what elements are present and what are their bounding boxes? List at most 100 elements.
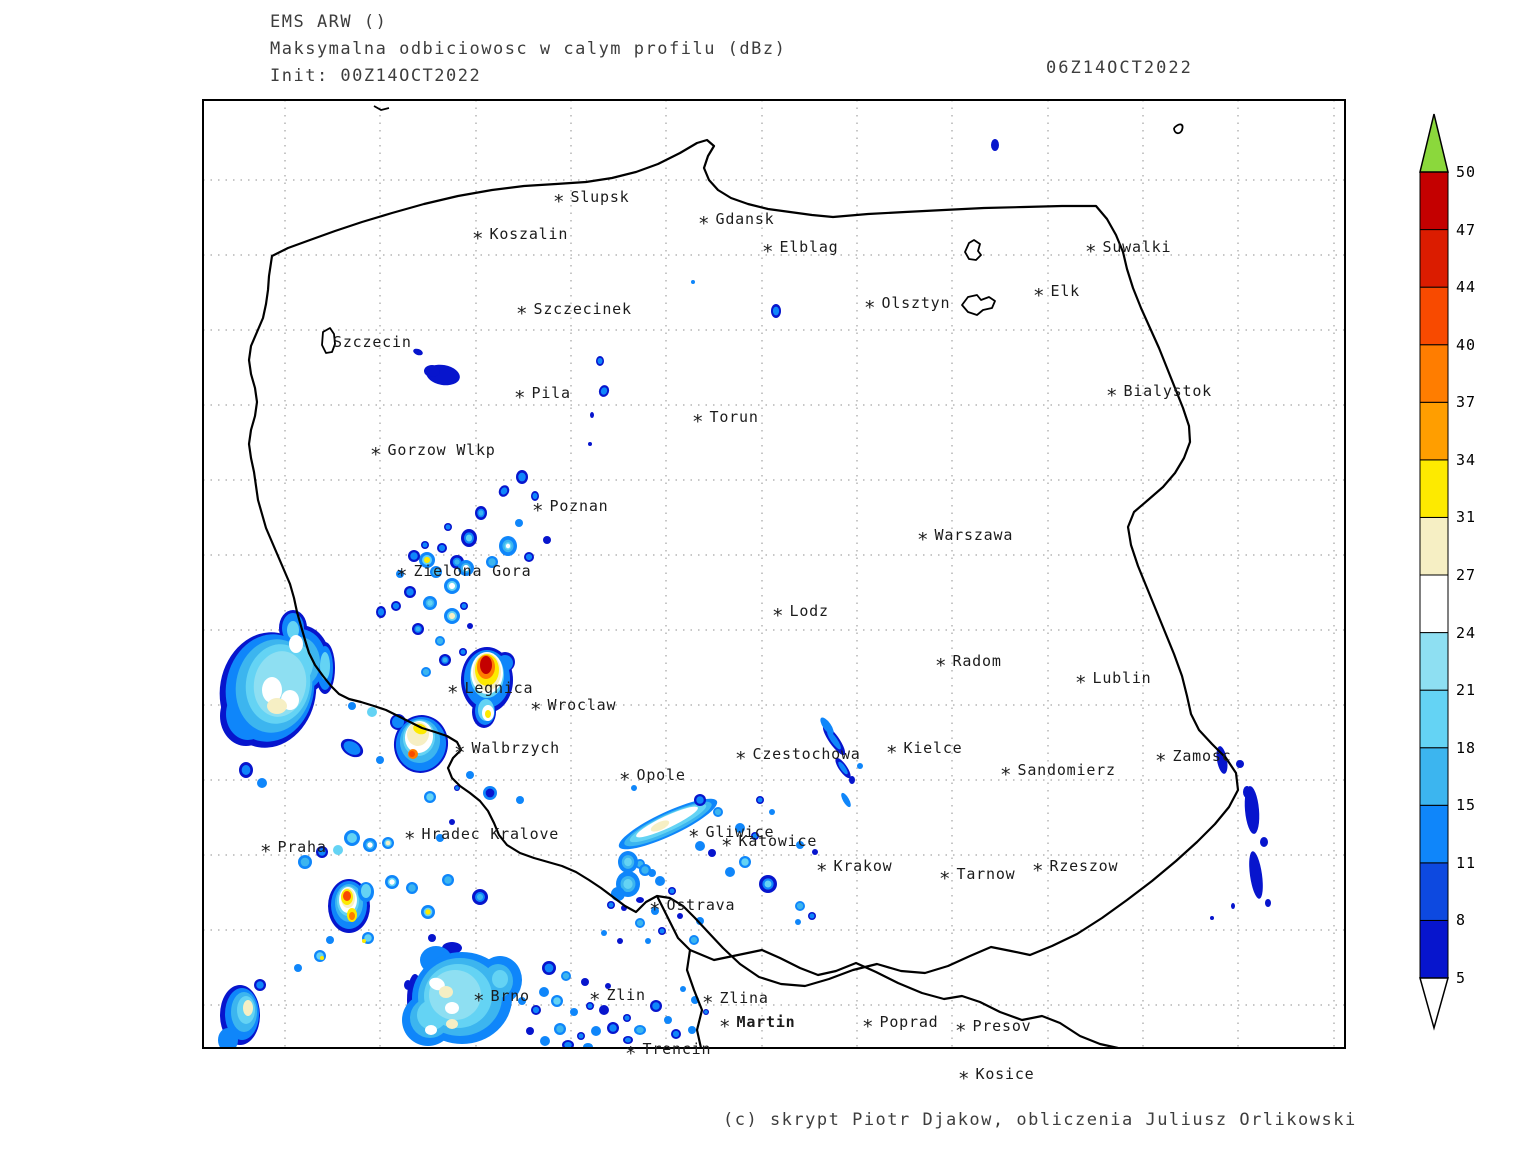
city-name: Warszawa xyxy=(934,526,1014,544)
reflectivity-cell xyxy=(320,652,330,680)
city-label-poprad: * Poprad xyxy=(863,1013,939,1038)
colorbar-tick-label: 15 xyxy=(1456,796,1477,815)
city-label-zamosc: * Zamosc xyxy=(1156,747,1232,771)
reflectivity-cell xyxy=(243,1000,253,1016)
city-label-ostrava: * Ostrava xyxy=(650,896,735,921)
reflectivity-cell xyxy=(714,808,722,816)
reflectivity-cell xyxy=(500,487,508,495)
city-label-rzeszow: * Rzeszow xyxy=(1033,857,1119,881)
map-frame xyxy=(202,99,1346,1049)
city-name: Elblag xyxy=(779,238,839,256)
city-label-brno: * Brno xyxy=(474,987,530,1011)
reflectivity-cell xyxy=(488,558,496,566)
city-name: Krakow xyxy=(833,857,893,875)
city-marker-icon: * xyxy=(863,1016,873,1038)
city-name: Radom xyxy=(952,652,1002,670)
reflectivity-cell xyxy=(659,928,665,934)
reflectivity-cell xyxy=(320,956,324,960)
reflectivity-cell xyxy=(631,785,637,791)
reflectivity-cell xyxy=(708,849,716,857)
city-label-katowice: * Katowice xyxy=(722,832,818,856)
city-name: Katowice xyxy=(738,832,818,850)
colorbar-tick-label: 40 xyxy=(1456,335,1477,354)
city-name: Poprad xyxy=(879,1013,939,1031)
colorbar-tick-label: 18 xyxy=(1456,738,1477,757)
colorbar-tick-label: 37 xyxy=(1456,393,1477,412)
city-label-zlina: * Zlina xyxy=(703,989,769,1013)
reflectivity-cell xyxy=(827,730,841,750)
city-label-poznan: * Poznan xyxy=(533,497,609,521)
city-name: Kosice xyxy=(975,1065,1035,1083)
reflectivity-cell xyxy=(735,823,745,833)
reflectivity-cell xyxy=(623,879,633,889)
colorbar-tick-label: 24 xyxy=(1456,623,1477,642)
city-name: Praha xyxy=(277,838,327,856)
city-name: Hradec Kralove xyxy=(421,825,560,843)
city-marker-icon: * xyxy=(473,228,483,250)
colorbar-tick-label: 8 xyxy=(1456,911,1467,930)
colorbar-segment xyxy=(1419,344,1449,403)
reflectivity-cell xyxy=(838,761,848,775)
city-name: Wroclaw xyxy=(547,696,617,714)
poland-border xyxy=(247,138,1240,988)
colorbar-segment xyxy=(1419,286,1449,346)
reflectivity-cell xyxy=(361,884,371,898)
reflectivity-cell xyxy=(404,980,412,990)
reflectivity-cell xyxy=(326,936,334,944)
reflectivity-cell xyxy=(515,519,523,527)
city-name: Rzeszow xyxy=(1049,857,1119,875)
city-name: Zlin xyxy=(606,986,646,1004)
city-marker-icon: * xyxy=(773,605,783,627)
city-marker-icon: * xyxy=(1034,285,1044,307)
reflectivity-cell xyxy=(688,1026,696,1034)
city-marker-icon: * xyxy=(650,899,660,921)
city-marker-icon: * xyxy=(554,191,564,213)
reflectivity-cell xyxy=(410,552,418,560)
reflectivity-cell xyxy=(446,1019,458,1029)
reflectivity-cell xyxy=(492,970,508,988)
city-marker-icon: * xyxy=(865,297,875,319)
lakes xyxy=(321,105,1184,354)
city-name: Koszalin xyxy=(489,225,569,243)
city-marker-icon: * xyxy=(455,742,465,764)
reflectivity-cell xyxy=(651,907,659,915)
reflectivity-cell xyxy=(725,867,735,877)
reflectivity-cell xyxy=(525,553,533,561)
reflectivity-cell xyxy=(691,280,695,284)
city-marker-icon: * xyxy=(590,989,600,1011)
colorbar-tick-label: 27 xyxy=(1456,566,1477,584)
reflectivity-cell xyxy=(650,820,670,832)
city-label-zlin: * Zlin xyxy=(590,986,646,1011)
city-label-kielce: * Kielce xyxy=(887,739,963,763)
reflectivity-cell xyxy=(696,917,704,925)
parameter-title: Maksymalna odbiciowosc w calym profilu (… xyxy=(270,39,787,59)
city-marker-icon: * xyxy=(720,1016,730,1038)
reflectivity-cell xyxy=(432,568,440,576)
reflectivity-cell xyxy=(348,702,356,710)
city-name: Pila xyxy=(531,384,571,402)
city-marker-icon: * xyxy=(371,444,381,466)
reflectivity-cell xyxy=(591,1026,601,1036)
city-label-czestochowa: * Czestochowa xyxy=(736,745,861,769)
city-marker-icon: * xyxy=(918,529,928,551)
reflectivity-cell xyxy=(436,637,444,645)
reflectivity-cell xyxy=(333,845,343,855)
reflectivity-cell xyxy=(429,977,445,991)
reflectivity-cell xyxy=(392,716,404,728)
colorbar-tick-label: 47 xyxy=(1456,220,1477,239)
reflectivity-cell xyxy=(1249,851,1263,899)
city-marker-icon: * xyxy=(626,1043,636,1065)
reflectivity-cell xyxy=(422,668,430,676)
city-label-martin: * Martin xyxy=(720,1013,796,1038)
colorbar-segment xyxy=(1419,401,1449,461)
city-marker-icon: * xyxy=(699,213,709,235)
reflectivity-cell xyxy=(857,763,863,769)
city-name: Walbrzych xyxy=(471,739,560,757)
city-marker-icon: * xyxy=(448,682,458,704)
reflectivity-cell xyxy=(455,786,459,790)
reflectivity-cell xyxy=(532,492,538,500)
coast-mark xyxy=(373,105,390,111)
reflectivity-cell xyxy=(425,1025,437,1035)
city-marker-icon: * xyxy=(956,1020,966,1042)
